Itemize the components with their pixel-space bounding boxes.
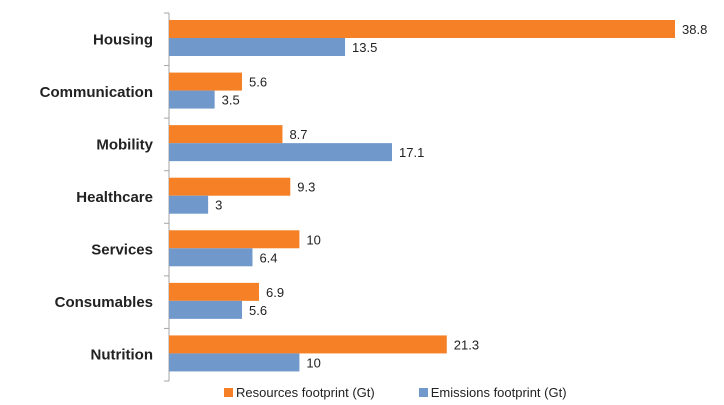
data-label: 38.8 <box>682 22 707 37</box>
legend: Resources footprint (Gt) Emissions footp… <box>224 385 567 400</box>
data-label: 17.1 <box>399 145 424 160</box>
resources-bar <box>169 335 447 354</box>
emissions-bar <box>169 90 215 109</box>
resources-bar <box>169 72 243 91</box>
legend-label-emissions: Emissions footprint (Gt) <box>430 385 567 400</box>
legend-item-emissions: Emissions footprint (Gt) <box>418 385 567 400</box>
emissions-bar <box>169 143 393 162</box>
emissions-bar <box>169 248 253 267</box>
category-label: Mobility <box>96 136 153 153</box>
resources-bar <box>169 177 291 196</box>
data-label: 10 <box>306 232 320 247</box>
data-label: 5.6 <box>249 303 267 318</box>
category-label: Services <box>91 242 153 259</box>
emissions-bar <box>169 38 346 56</box>
resources-bar <box>169 125 283 144</box>
category-label: Healthcare <box>76 189 153 206</box>
category-label: Housing <box>93 31 153 48</box>
data-label: 3.5 <box>222 93 240 108</box>
emissions-bar <box>169 300 243 319</box>
resources-bar <box>169 20 675 38</box>
data-label: 13.5 <box>352 40 377 55</box>
emissions-bar <box>169 353 300 372</box>
data-label: 6.4 <box>259 250 277 265</box>
emissions-bar <box>169 195 209 214</box>
legend-swatch-resources <box>224 388 233 397</box>
data-label: 3 <box>215 198 222 213</box>
legend-item-resources: Resources footprint (Gt) <box>224 385 375 400</box>
category-label: Communication <box>40 84 153 101</box>
axis-layer <box>164 12 170 382</box>
category-label: Consumables <box>55 294 153 311</box>
data-label: 21.3 <box>454 337 479 352</box>
legend-label-resources: Resources footprint (Gt) <box>236 385 375 400</box>
value-labels: 38.8 13.5 5.6 3.5 8.7 17.1 9.3 3 10 6.4 6.9 5.6 21.3… <box>215 22 707 370</box>
data-label: 10 <box>306 355 320 370</box>
data-label: 8.7 <box>289 127 307 142</box>
resources-bar <box>169 230 300 249</box>
data-label: 9.3 <box>297 180 315 195</box>
legend-swatch-emissions <box>418 388 428 397</box>
bars <box>169 20 675 372</box>
resources-bar <box>169 282 259 301</box>
data-label: 5.6 <box>249 75 267 90</box>
data-label: 6.9 <box>266 285 284 300</box>
category-label: Nutrition <box>91 347 153 364</box>
category-labels: Housing Communication Mobility Healthcare Se… <box>40 31 154 363</box>
